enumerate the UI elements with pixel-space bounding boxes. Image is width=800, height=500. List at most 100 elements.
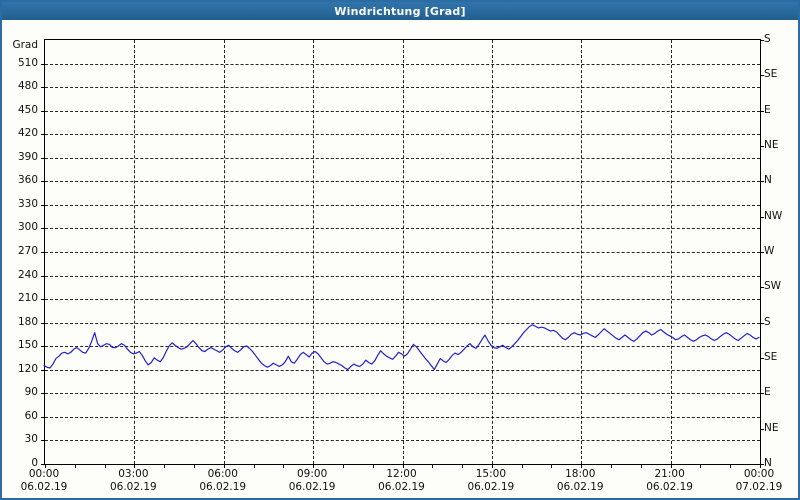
y-axis-tick-label: 390 — [17, 150, 38, 163]
x-axis-tick-mark — [760, 464, 761, 468]
y-axis-tick-mark — [41, 440, 45, 442]
y-axis-tick-mark — [41, 181, 45, 183]
x-axis-tick-mark — [640, 464, 642, 468]
x-axis-time-label: 00:00 — [28, 468, 60, 480]
y-axis-tick-mark — [41, 299, 45, 301]
y-axis-tick-label: 240 — [17, 268, 38, 281]
y-axis-right-tick-label: N — [764, 457, 772, 469]
y-axis-tick-label: 480 — [17, 80, 38, 93]
y-axis-right-tick-mark — [760, 393, 764, 395]
x-axis-tick-mark — [581, 464, 583, 468]
y-axis-right-tick-label: S — [764, 33, 771, 45]
x-axis-tick-label: 21:00 06.02.19 — [630, 468, 710, 494]
vertical-gridline — [491, 40, 493, 464]
vertical-gridline — [670, 40, 672, 464]
x-axis-tick-mark — [164, 464, 166, 468]
x-axis-tick-mark — [134, 464, 136, 468]
y-axis-right-tick-mark — [760, 110, 764, 112]
x-axis-date-label: 06.02.19 — [199, 481, 247, 493]
y-axis-tick-mark — [41, 416, 45, 418]
x-axis-tick-mark — [700, 464, 702, 468]
y-axis-tick-mark — [41, 204, 45, 206]
y-axis-tick-mark — [41, 157, 45, 159]
x-axis-tick-mark — [342, 464, 344, 468]
y-axis-tick-mark — [41, 464, 45, 465]
y-axis-right-tick-label: E — [764, 103, 771, 116]
x-axis-tick-mark — [45, 464, 46, 468]
y-axis-right-tick-mark — [760, 287, 764, 289]
y-axis-tick-mark — [41, 63, 45, 65]
vertical-gridline — [134, 40, 136, 464]
x-axis-tick-mark — [372, 464, 374, 468]
y-axis-right-tick-label: E — [764, 386, 771, 399]
y-axis-right-tick-label: W — [764, 245, 775, 257]
y-axis-right-tick-mark — [760, 464, 764, 465]
x-axis-time-label: 18:00 — [565, 468, 596, 480]
y-axis-tick-label: 60 — [24, 409, 38, 422]
y-axis-tick-mark — [41, 110, 45, 112]
y-axis-tick-label: 90 — [24, 386, 38, 399]
x-axis-tick-mark — [104, 464, 106, 468]
x-axis-time-label: 06:00 — [207, 468, 238, 480]
y-axis-right-tick-mark — [760, 322, 764, 324]
y-axis-right-tick-mark — [760, 75, 764, 77]
y-axis-tick-label: 30 — [24, 433, 38, 446]
y-axis-tick-label: 0 — [31, 457, 38, 469]
y-axis-right-tick-mark — [760, 428, 764, 430]
y-axis-unit-label: Grad — [12, 39, 38, 51]
y-axis-tick-mark — [41, 369, 45, 371]
y-axis-tick-mark — [41, 275, 45, 277]
x-axis-tick-mark — [402, 464, 404, 468]
x-axis-tick-mark — [611, 464, 613, 468]
x-axis-tick-mark — [193, 464, 195, 468]
vertical-gridline — [402, 40, 404, 464]
x-axis-tick-mark — [253, 464, 255, 468]
x-axis-time-label: 12:00 — [386, 468, 417, 480]
x-axis-tick-label: 00:00 06.02.19 — [4, 468, 84, 494]
x-axis-tick-mark — [670, 464, 672, 468]
x-axis-tick-mark — [551, 464, 553, 468]
vertical-gridline — [223, 40, 225, 464]
vertical-gridline — [581, 40, 583, 464]
x-axis-tick-mark — [313, 464, 315, 468]
x-axis-tick-mark — [462, 464, 464, 468]
y-axis-right-tick-label: NW — [764, 209, 783, 222]
y-axis-right-tick-mark — [760, 252, 764, 253]
y-axis-right-tick-mark — [760, 216, 764, 218]
x-axis-tick-mark — [491, 464, 493, 468]
x-axis-tick-mark — [730, 464, 732, 468]
x-axis-tick-label: 06:00 06.02.19 — [183, 468, 263, 494]
x-axis-date-label: 06.02.19 — [556, 481, 604, 493]
x-axis-date-label: 06.02.19 — [20, 481, 68, 493]
y-axis-tick-mark — [41, 393, 45, 395]
x-axis-tick-label: 15:00 06.02.19 — [451, 468, 531, 494]
chart-canvas: Grad 0 30 60 90 120 150 180 210 240 270 300 330 360 3… — [2, 20, 798, 498]
y-axis-right-tick-label: N — [764, 174, 772, 187]
y-axis-tick-label: 210 — [17, 292, 38, 305]
window-title-bar: Windrichtung [Grad] — [2, 2, 798, 21]
y-axis-right-tick-label: S — [764, 315, 771, 328]
x-axis-date-label: 06.02.19 — [467, 481, 515, 493]
y-axis-right-tick-label: SE — [764, 68, 778, 81]
x-axis-tick-label: 03:00 06.02.19 — [93, 468, 173, 494]
y-axis-right-tick-mark — [760, 358, 764, 359]
vertical-gridline — [313, 40, 315, 464]
x-axis-date-label: 06.02.19 — [109, 481, 157, 493]
y-axis-tick-mark — [41, 87, 45, 89]
y-axis-tick-mark — [41, 228, 45, 230]
y-axis-tick-mark — [41, 252, 45, 253]
y-axis-tick-label: 360 — [17, 174, 38, 187]
x-axis-tick-mark — [74, 464, 76, 468]
y-axis-tick-label: 510 — [17, 56, 38, 69]
x-axis-tick-mark — [283, 464, 285, 468]
y-axis-tick-label: 150 — [17, 339, 38, 352]
y-axis-tick-label: 180 — [17, 315, 38, 328]
plot-area — [41, 39, 764, 468]
y-axis-right-tick-mark — [760, 146, 764, 147]
y-axis-right-tick-mark — [760, 181, 764, 183]
y-axis-tick-label: 120 — [17, 362, 38, 375]
y-axis-right-tick-label: NE — [764, 421, 779, 434]
y-axis-tick-mark — [41, 322, 45, 324]
y-axis-tick-label: 270 — [17, 245, 38, 257]
